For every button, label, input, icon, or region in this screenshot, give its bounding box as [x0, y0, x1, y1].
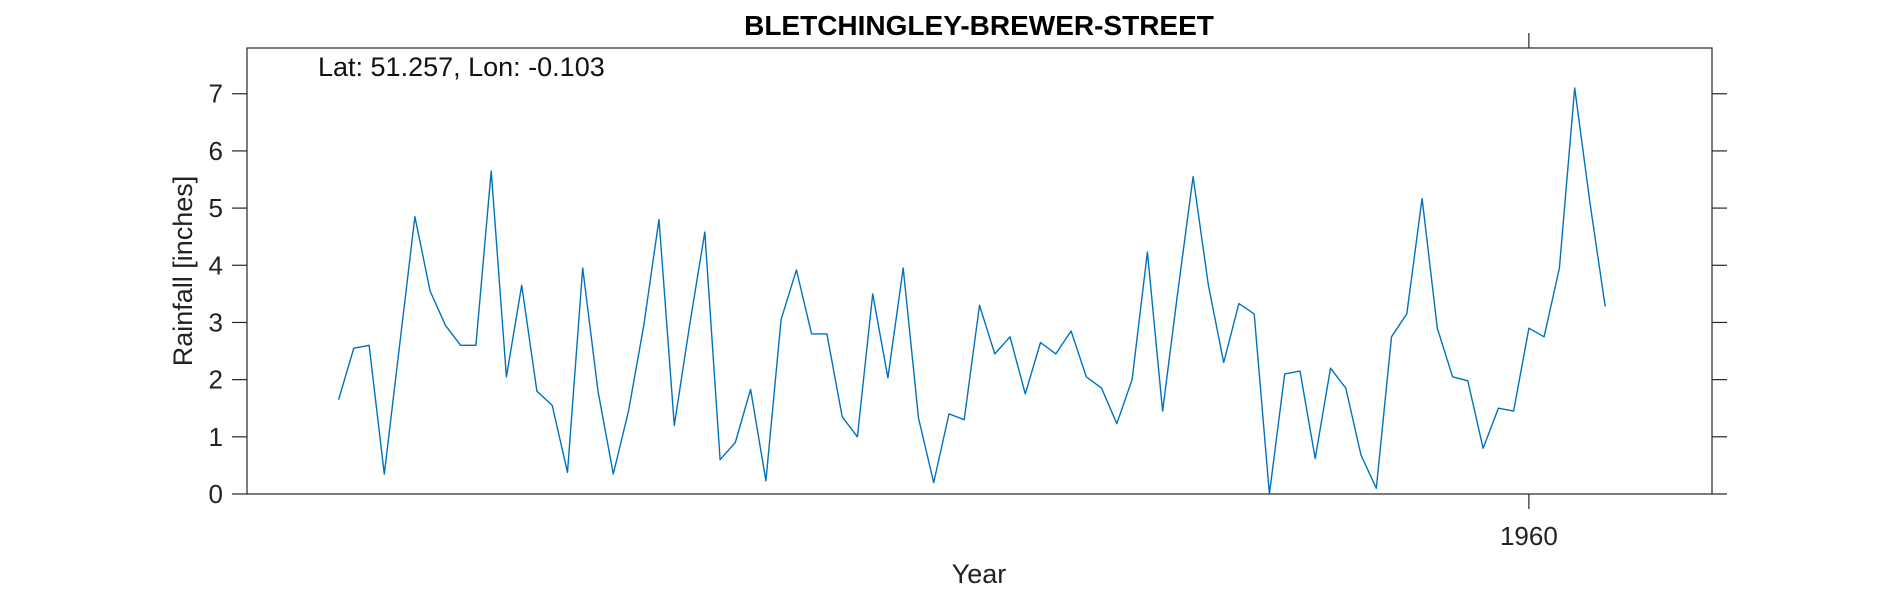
y-tick-label-0: 0: [209, 479, 223, 509]
y-tick-label-3: 3: [209, 307, 223, 337]
rainfall-series-line: [337, 87, 1606, 495]
y-tick-label-2: 2: [209, 365, 223, 395]
x-tick-label-0: 1960: [1500, 521, 1558, 551]
chart-title: BLETCHINGLEY-BREWER-STREET: [744, 10, 1214, 41]
x-axis-label: Year: [952, 559, 1007, 589]
y-tick-label-1: 1: [209, 422, 223, 452]
y-tick-label-7: 7: [209, 79, 223, 109]
plot-area-frame: [246, 47, 1713, 495]
y-axis-label: Rainfall [inches]: [168, 176, 198, 367]
location-annotation: Lat: 51.257, Lon: -0.103: [318, 52, 605, 82]
y-tick-label-6: 6: [209, 136, 223, 166]
y-axis-ticks: 0 1 2 3 4 5 6 7: [209, 79, 1727, 509]
y-tick-label-5: 5: [209, 193, 223, 223]
y-tick-label-4: 4: [209, 250, 223, 280]
x-axis-ticks: 1960: [1500, 33, 1558, 551]
